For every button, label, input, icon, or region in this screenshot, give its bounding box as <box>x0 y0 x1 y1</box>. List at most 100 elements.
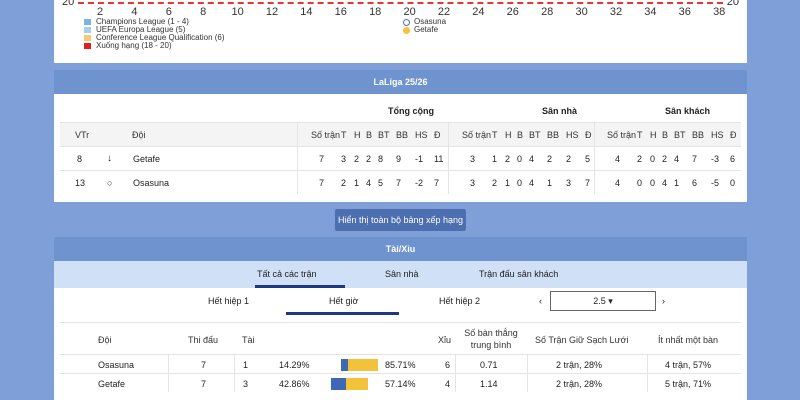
tab-away[interactable]: Trận đấu sân khách <box>479 269 559 279</box>
chart-legend-panel: 20 20 2 4 6 8 10 12 14 16 18 20 22 24 26 28 30 32 34 36 38… <box>54 0 747 63</box>
axis-tick-label: 28 <box>541 6 554 18</box>
team-name[interactable]: Getafe <box>133 154 161 164</box>
axis-tick-label: 34 <box>644 6 657 18</box>
over-under-panel: Tài/Xỉu Tất cả các trận Sân nhà Trận đấu… <box>54 237 747 400</box>
goal-line-value: 2.5 ▾ <box>593 296 613 306</box>
col-d: H <box>354 130 361 140</box>
col-played: Số trận <box>311 130 341 140</box>
tab-first-half[interactable]: Hết hiệp 1 <box>208 296 250 306</box>
legend-item: Xuống hạng (18 - 20) <box>84 42 225 50</box>
away-gd: -3 <box>711 154 720 164</box>
under-count: 6 <box>445 360 451 370</box>
home-played: 3 <box>470 178 476 188</box>
team-name[interactable]: Getafe <box>98 379 126 389</box>
overall-w: 3 <box>341 154 347 164</box>
hollow-circle-icon <box>403 18 410 26</box>
under-bar <box>348 359 378 371</box>
col-w: T <box>637 130 643 140</box>
goal-line-select[interactable]: 2.5 ▾ <box>550 291 656 311</box>
legend-item: Osasuna <box>403 18 446 26</box>
home-gf: 4 <box>529 178 535 188</box>
home-ga: 1 <box>547 178 553 188</box>
away-gf: 4 <box>674 154 680 164</box>
standings-group-header: Tổng cộng Sân nhà Sân khách <box>60 100 741 122</box>
legend-swatch <box>84 19 91 25</box>
axis-tick-label: 30 <box>575 6 588 18</box>
col-scored: Ít nhất một bàn <box>658 335 719 345</box>
over-bar <box>341 359 348 371</box>
legend-item: UEFA Europa League (5) <box>84 26 225 34</box>
col-ga: BB <box>396 130 409 140</box>
next-line-button[interactable]: › <box>662 296 665 306</box>
axis-edge-right: 20 <box>726 0 739 8</box>
under-pct: 57.14% <box>385 379 416 389</box>
col-played: Số trận <box>607 130 637 140</box>
home-pts: 7 <box>585 178 591 188</box>
away-pts: 6 <box>730 154 736 164</box>
standings-row[interactable]: 13 ○ Osasuna 7 2 1 4 5 7 -2 7 3 2 1 0 4 1 3 7 4 0 0 4 1 6 -5 0 <box>60 170 741 194</box>
standings-table: Tổng cộng Sân nhà Sân khách VTr Đội Số t… <box>60 100 741 194</box>
under-bar <box>346 378 368 390</box>
show-full-standings-button[interactable]: Hiển thị toàn bộ bảng xếp hạng <box>335 209 466 231</box>
away-ga: 6 <box>692 178 698 188</box>
overall-gd: -1 <box>415 154 424 164</box>
away-ga: 7 <box>692 154 698 164</box>
legend-item: Getafe <box>403 26 446 34</box>
divider <box>647 354 648 392</box>
over-under-bar <box>331 378 368 390</box>
prev-line-button[interactable]: ‹ <box>539 296 542 306</box>
team-name[interactable]: Osasuna <box>133 178 170 188</box>
divider <box>455 354 456 392</box>
avg-goals: 1.14 <box>480 379 498 389</box>
over-pct: 42.86% <box>279 379 310 389</box>
over-under-row[interactable]: Getafe 7 3 42.86% 57.14% 4 1.14 2 trận, … <box>60 373 741 392</box>
legend-zones: Champions League (1 - 4) UEFA Europa Lea… <box>84 18 225 50</box>
legend-item: Champions League (1 - 4) <box>84 18 225 26</box>
home-ga: 2 <box>547 154 553 164</box>
axis-tick-label: 32 <box>609 6 623 18</box>
legend-label: UEFA Europa League (5) <box>96 25 186 34</box>
axis-tick-label: 24 <box>472 6 485 18</box>
played: 7 <box>201 379 207 389</box>
standings-column-header: VTr Đội Số trận T H B BT BB HS Đ Số trận T H B BT BB H… <box>60 122 741 146</box>
under-count: 4 <box>445 379 451 389</box>
overall-played: 7 <box>319 178 325 188</box>
legend-swatch <box>84 43 91 49</box>
col-team: Đội <box>98 335 112 345</box>
under-pct: 85.71% <box>385 360 416 370</box>
col-ga: BB <box>547 130 560 140</box>
col-played: Thi đấu <box>188 335 219 345</box>
legend-label: Getafe <box>414 25 439 34</box>
home-w: 2 <box>492 178 498 188</box>
group-overall: Tổng cộng <box>388 106 434 116</box>
over-under-row[interactable]: Osasuna 7 1 14.29% 85.71% 6 0.71 2 trận,… <box>60 354 741 373</box>
tab-all-matches[interactable]: Tất cả các trận <box>257 269 317 279</box>
axis-tick-label: 6 <box>165 6 172 18</box>
home-l: 0 <box>517 178 523 188</box>
clean-sheets: 2 trận, 28% <box>556 360 603 370</box>
overall-gf: 8 <box>378 154 384 164</box>
axis-tick-label: 22 <box>437 6 451 18</box>
col-pts: Đ <box>585 130 592 140</box>
tab-home[interactable]: Sân nhà <box>385 269 419 279</box>
away-l: 4 <box>662 178 668 188</box>
tab-full-time[interactable]: Hết giờ <box>329 296 359 306</box>
legend-label: Champions League (1 - 4) <box>96 17 189 26</box>
tab-second-half[interactable]: Hết hiệp 2 <box>439 296 481 306</box>
standings-row[interactable]: 8 ↓ Getafe 7 3 2 2 8 9 -1 11 3 1 2 0 4 2 2 5 4 2 0 2 4 7 -3 6 <box>60 146 741 170</box>
axis-tick-label: 8 <box>200 6 207 18</box>
overall-ga: 9 <box>396 154 402 164</box>
axis-edge-left: 20 <box>62 0 75 8</box>
away-w: 2 <box>637 154 643 164</box>
col-gd: HS <box>566 130 579 140</box>
overall-played: 7 <box>319 154 325 164</box>
period-tabs: Hết hiệp 1 Hết giờ Hết hiệp 2 ‹ 2.5 ▾ › <box>54 288 747 315</box>
col-clean-sheets: Số Trận Giữ Sạch Lưới <box>535 335 629 345</box>
axis-tick-label: 10 <box>231 6 244 18</box>
col-gd: HS <box>711 130 724 140</box>
over-bar <box>331 378 346 390</box>
away-gd: -5 <box>711 178 720 188</box>
filled-circle-icon <box>403 26 410 34</box>
team-name[interactable]: Osasuna <box>98 360 135 370</box>
overall-gd: -2 <box>415 178 424 188</box>
